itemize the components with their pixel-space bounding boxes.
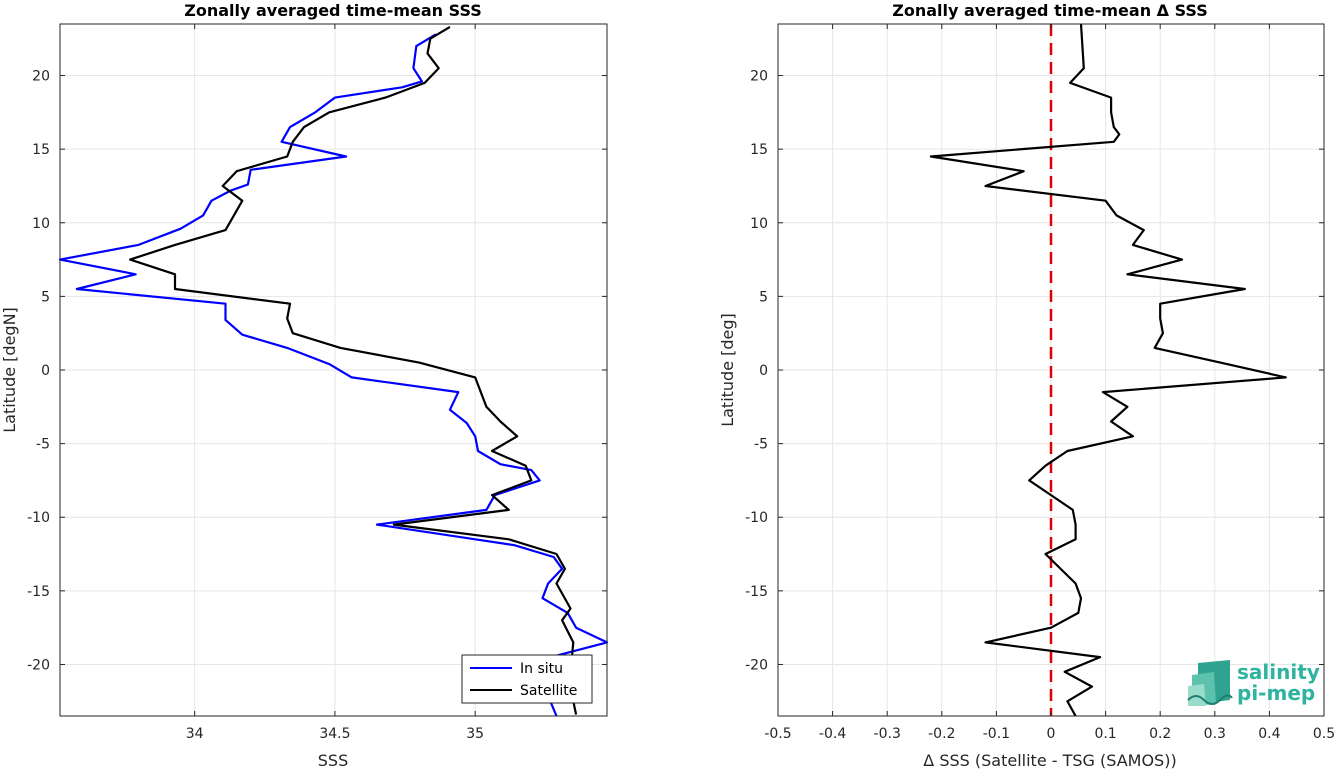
- series-line-in-situ: [58, 33, 609, 717]
- y-tick-label: 0: [759, 363, 768, 379]
- series-line-satellite: [129, 25, 578, 715]
- series-line-delta-sss: [929, 23, 1287, 717]
- y-tick-label: 15: [32, 142, 50, 158]
- delta-sss-panel: -0.5 -0.4 -0.3 -0.2 -0.1 0 0.1 0.2 0.3 0.4 0.5 20 1…: [718, 1, 1335, 769]
- series-lines: [58, 25, 609, 717]
- legend-label-in-situ: In situ: [520, 661, 563, 677]
- tick-marks: [777, 24, 1325, 716]
- x-tick-label: 0.4: [1258, 726, 1280, 742]
- x-tick-label: 34.5: [319, 726, 350, 742]
- sss-panel: 34 34.5 35 20 15 10 5 0 -5 -10 -15 -20 Zonally ave…: [0, 1, 609, 769]
- y-tick-label: -10: [27, 510, 50, 526]
- legend-label-satellite: Satellite: [520, 683, 577, 699]
- x-tick-label: 0.3: [1204, 726, 1226, 742]
- series-lines: [929, 23, 1287, 717]
- y-tick-labels: 20 15 10 5 0 -5 -10 -15 -20: [745, 69, 768, 674]
- x-tick-label: 34: [186, 726, 204, 742]
- x-tick-label: 35: [466, 726, 484, 742]
- wave-logo-icon: [1187, 660, 1233, 706]
- y-tick-label: -15: [27, 584, 50, 600]
- x-tick-label: 0.5: [1313, 726, 1335, 742]
- y-tick-label: -20: [745, 657, 768, 673]
- y-tick-label: -15: [745, 584, 768, 600]
- y-tick-label: 0: [41, 363, 50, 379]
- y-tick-label: 15: [750, 142, 768, 158]
- legend-box: [461, 654, 593, 704]
- chart-title: Zonally averaged time-mean Δ SSS: [892, 1, 1208, 20]
- y-tick-label: -20: [27, 657, 50, 673]
- salinity-pi-mep-logo: salinity pi-mep: [1187, 660, 1320, 706]
- logo-line2: pi-mep: [1237, 681, 1315, 705]
- grid: [60, 24, 607, 716]
- y-tick-label: -5: [36, 437, 50, 453]
- y-tick-label: -10: [745, 510, 768, 526]
- x-axis-label: Δ SSS (Satellite - TSG (SAMOS)): [923, 751, 1176, 769]
- x-axis-label: SSS: [318, 751, 348, 769]
- y-tick-label: 10: [32, 216, 50, 232]
- y-tick-label: 5: [41, 289, 50, 305]
- y-axis-label: Latitude [degN]: [0, 307, 19, 433]
- x-tick-label: -0.4: [819, 726, 846, 742]
- x-tick-label: -0.5: [764, 726, 791, 742]
- x-tick-label: -0.3: [874, 726, 901, 742]
- x-tick-label: 0.2: [1149, 726, 1171, 742]
- y-tick-labels: 20 15 10 5 0 -5 -10 -15 -20: [27, 69, 50, 674]
- y-tick-label: -5: [754, 437, 768, 453]
- y-tick-label: 20: [750, 69, 768, 85]
- y-tick-label: 5: [759, 289, 768, 305]
- x-tick-labels: -0.5 -0.4 -0.3 -0.2 -0.1 0 0.1 0.2 0.3 0.4 0.5: [764, 726, 1335, 742]
- x-tick-label: -0.2: [928, 726, 955, 742]
- x-tick-label: 0: [1047, 726, 1056, 742]
- x-tick-label: 0.1: [1094, 726, 1116, 742]
- logo-line1: salinity: [1237, 660, 1320, 684]
- y-tick-label: 20: [32, 69, 50, 85]
- tick-marks: [60, 24, 607, 716]
- y-tick-label: 10: [750, 216, 768, 232]
- x-tick-labels: 34 34.5 35: [186, 726, 484, 742]
- y-axis-label: Latitude [deg]: [718, 313, 737, 427]
- x-tick-label: -0.1: [983, 726, 1010, 742]
- chart-title: Zonally averaged time-mean SSS: [184, 1, 482, 20]
- legend: In situ Satellite: [461, 654, 593, 704]
